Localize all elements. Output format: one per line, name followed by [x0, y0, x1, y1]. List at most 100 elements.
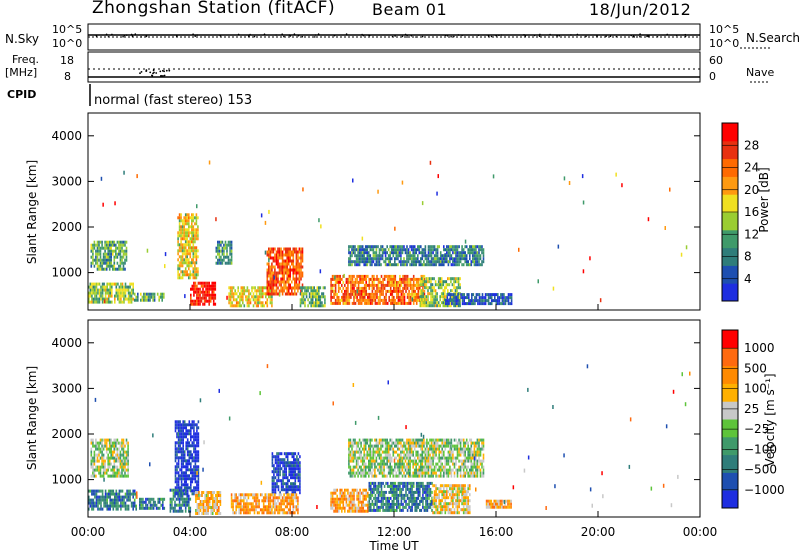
power-cell: [271, 304, 273, 308]
nsky-point: [283, 35, 285, 38]
nsky-point: [615, 35, 618, 38]
nsky-point: [639, 35, 641, 38]
power-cell: [287, 256, 290, 260]
power-cell: [99, 261, 102, 265]
power-cell: [192, 252, 195, 256]
power-cell: [436, 254, 439, 258]
power-cell: [91, 300, 93, 304]
power-cell: [150, 292, 153, 296]
velocity-cell: [241, 493, 244, 497]
power-cell: [478, 251, 480, 255]
velocity-cell: [201, 512, 203, 515]
velocity-cell: [177, 456, 180, 460]
nsearch-label: N.Search: [746, 31, 800, 45]
velocity-cell: [146, 506, 149, 510]
velocity-cell: [107, 504, 110, 508]
power-cell: [428, 292, 431, 296]
power-cell: [446, 245, 448, 249]
power-cell: [248, 298, 250, 302]
velocity-cell: [96, 441, 99, 445]
power-cell: [444, 260, 447, 264]
power-cell: [235, 298, 238, 302]
power-cell: [476, 257, 479, 261]
power-cell: [298, 268, 301, 272]
velocity-cell: [112, 504, 115, 508]
nsky-point: [314, 34, 317, 36]
power-cell: [319, 295, 322, 299]
power-cell: [442, 289, 445, 293]
power-cell: [311, 289, 314, 293]
power-cell: [414, 289, 416, 293]
velocity-cell: [286, 493, 288, 497]
power-cell: [281, 253, 284, 257]
velocity-cell: [99, 438, 102, 442]
velocity-cell: [113, 438, 116, 442]
power-cell: [286, 256, 288, 260]
velocity-cell: [373, 484, 375, 488]
power-cell: [261, 292, 264, 296]
power-cell: [473, 260, 476, 264]
velocity-cell: [285, 452, 287, 456]
velocity-cell: [279, 479, 281, 483]
velocity-cell: [283, 452, 286, 456]
velocity-cell: [290, 476, 292, 480]
velocity-cell: [96, 447, 99, 451]
velocity-cell: [364, 444, 367, 448]
power-cell: [104, 285, 107, 289]
velocity-cell: [110, 462, 112, 466]
velocity-cell: [99, 441, 102, 445]
power-cell: [96, 243, 99, 247]
velocity-cell: [196, 468, 198, 472]
power-cell: [412, 292, 415, 296]
power-cell: [181, 255, 184, 259]
velocity-cell: [176, 468, 178, 472]
power-cell: [300, 247, 302, 251]
power-cell: [372, 257, 375, 261]
power-cell: [434, 295, 437, 299]
velocity-cell: [174, 491, 176, 495]
power-cell: [378, 254, 381, 258]
power-cell: [373, 277, 375, 281]
power-cell: [415, 263, 417, 267]
velocity-cell: [368, 450, 370, 454]
power-cell: [389, 277, 392, 281]
velocity-cell: [95, 501, 98, 505]
power-cell: [427, 254, 430, 258]
velocity-cell: [426, 505, 429, 509]
velocity-cell: [189, 488, 192, 492]
velocity-cell: [266, 496, 269, 500]
velocity-cell: [126, 489, 128, 493]
power-cell: [444, 289, 446, 293]
power-cell: [469, 263, 471, 267]
power-cell: [188, 216, 190, 220]
velocity-cell: [191, 471, 194, 475]
velocity-cell: [182, 438, 184, 442]
freq-tick-bottom: 8: [64, 70, 71, 83]
power-cell: [354, 289, 357, 293]
velocity-cell: [121, 501, 124, 505]
velocity-cell: [419, 493, 421, 497]
power-cell: [330, 298, 332, 302]
velocity-cell: [122, 441, 125, 445]
power-speck: [518, 247, 520, 252]
velocity-cell: [292, 499, 295, 503]
velocity-cell: [359, 491, 361, 495]
velocity-cell: [262, 502, 265, 506]
power-cell: [486, 293, 488, 297]
power-cell: [331, 283, 334, 287]
power-cell: [105, 258, 108, 262]
velocity-cell: [268, 505, 270, 509]
velocity-cell: [276, 470, 278, 474]
velocity-cell: [98, 444, 100, 448]
power-speck: [664, 226, 666, 230]
power-band: [348, 245, 485, 267]
velocity-cell: [297, 502, 299, 506]
power-cell: [230, 246, 233, 250]
velocity-cell: [185, 429, 187, 433]
power-cell: [287, 274, 290, 278]
velocity-cell: [219, 500, 222, 503]
power-cell: [149, 292, 151, 296]
power-cell: [109, 285, 111, 289]
power-cell: [271, 280, 273, 284]
power-cell: [457, 277, 460, 281]
